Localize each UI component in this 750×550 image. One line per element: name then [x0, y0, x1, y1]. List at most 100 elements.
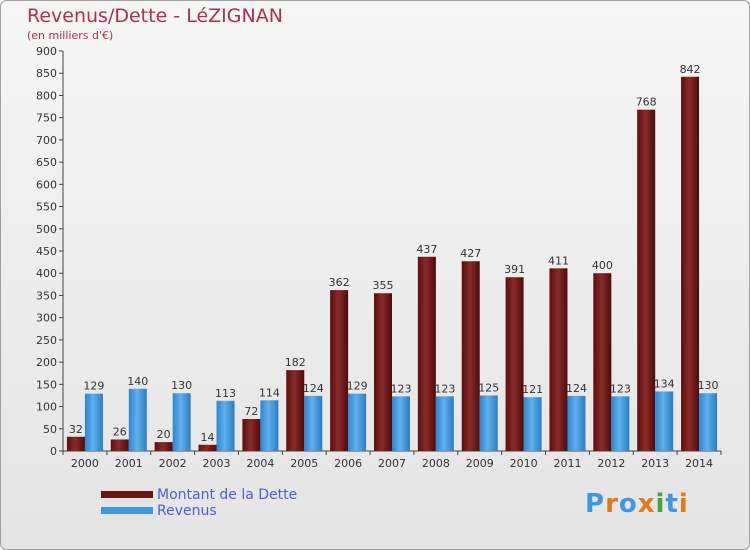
value-label-debt-2009: 427 — [460, 247, 481, 260]
legend-label-revenus: Revenus — [157, 503, 217, 519]
y-tick-label: 50 — [43, 423, 57, 436]
value-label-revenus-2009: 125 — [478, 381, 499, 394]
x-tick-label: 2006 — [334, 457, 362, 470]
y-tick-label: 850 — [36, 67, 57, 80]
legend-swatch-revenus — [101, 507, 153, 514]
logo-letter: r — [605, 489, 619, 519]
value-label-revenus-2001: 140 — [127, 375, 148, 388]
logo-letter: i — [655, 489, 666, 519]
y-tick-label: 550 — [36, 201, 57, 214]
value-labels: 32 26 20 14 72 182 362 355 437 427 391 411 400 768 842… — [69, 63, 719, 444]
y-tick-label: 200 — [36, 356, 57, 369]
value-label-revenus-2002: 130 — [171, 379, 192, 392]
value-label-debt-2000: 32 — [69, 423, 83, 436]
bar-debt-2006 — [330, 290, 349, 451]
y-tick-label: 900 — [36, 45, 57, 58]
x-tick-label: 2009 — [466, 457, 494, 470]
y-tick-label: 250 — [36, 334, 57, 347]
value-label-revenus-2011: 124 — [566, 382, 587, 395]
bar-debt-2004 — [242, 419, 261, 451]
bar-revenus-2005 — [304, 395, 323, 451]
bar-revenus-2006 — [348, 393, 367, 451]
logo-letter: i — [678, 489, 689, 519]
x-tick-label: 2007 — [378, 457, 406, 470]
bar-revenus-2000 — [84, 393, 103, 451]
x-tick-label: 2011 — [553, 457, 581, 470]
legend-swatch-debt — [101, 491, 153, 498]
value-label-debt-2010: 391 — [504, 263, 525, 276]
bar-debt-2014 — [681, 76, 700, 452]
bar-debt-2013 — [637, 109, 656, 452]
y-tick-label: 800 — [36, 89, 57, 102]
x-tick-label: 2001 — [115, 457, 143, 470]
x-tick-label: 2002 — [159, 457, 187, 470]
bar-revenus-2001 — [128, 388, 147, 451]
bar-revenus-2009 — [479, 395, 498, 451]
bar-revenus-2008 — [435, 396, 454, 451]
bar-debt-2003 — [198, 444, 217, 451]
value-label-debt-2002: 20 — [157, 428, 171, 441]
value-label-revenus-2000: 129 — [83, 380, 104, 393]
value-label-debt-2006: 362 — [329, 276, 350, 289]
value-label-debt-2001: 26 — [113, 425, 127, 438]
x-tick-label: 2005 — [290, 457, 318, 470]
y-tick-label: 150 — [36, 378, 57, 391]
y-tick-label: 0 — [50, 445, 57, 458]
legend-label-debt: Montant de la Dette — [157, 487, 298, 503]
logo-letter: t — [665, 489, 679, 519]
bar-debt-2005 — [286, 370, 305, 451]
value-label-debt-2013: 768 — [636, 96, 657, 109]
logo-letter: x — [637, 489, 656, 519]
value-label-revenus-2014: 130 — [698, 379, 719, 392]
value-label-debt-2011: 411 — [548, 254, 569, 267]
x-tick-label: 2014 — [685, 457, 713, 470]
bar-revenus-2011 — [567, 395, 586, 451]
value-label-debt-2012: 400 — [592, 259, 613, 272]
value-label-debt-2014: 842 — [680, 63, 701, 76]
x-tick-label: 2008 — [422, 457, 450, 470]
value-label-revenus-2005: 124 — [303, 382, 324, 395]
bar-revenus-2010 — [523, 397, 542, 451]
y-tick-label: 650 — [36, 156, 57, 169]
bar-debt-2009 — [461, 261, 480, 451]
bars — [66, 76, 718, 452]
y-tick-label: 300 — [36, 312, 57, 325]
y-tick-label: 750 — [36, 112, 57, 125]
y-tick-label: 500 — [36, 223, 57, 236]
value-label-debt-2003: 14 — [201, 431, 215, 444]
bar-debt-2002 — [154, 442, 173, 451]
y-tick-label: 450 — [36, 245, 57, 258]
value-label-revenus-2007: 123 — [391, 382, 412, 395]
bar-revenus-2012 — [611, 396, 630, 451]
value-label-debt-2007: 355 — [373, 279, 394, 292]
x-tick-label: 2004 — [246, 457, 274, 470]
bar-debt-2008 — [417, 256, 436, 451]
y-tick-label: 600 — [36, 178, 57, 191]
bar-revenus-2002 — [172, 393, 191, 451]
bar-revenus-2007 — [392, 396, 410, 451]
value-label-debt-2004: 72 — [244, 405, 258, 418]
value-label-debt-2005: 182 — [285, 356, 306, 369]
x-tick-label: 2013 — [641, 457, 669, 470]
value-label-revenus-2003: 113 — [215, 387, 236, 400]
bar-revenus-2003 — [216, 400, 235, 451]
chart-title: Revenus/Dette - LéZIGNAN — [27, 5, 283, 27]
bar-debt-2007 — [374, 293, 392, 451]
y-tick-label: 700 — [36, 134, 57, 147]
bar-revenus-2014 — [699, 393, 718, 451]
bar-debt-2001 — [110, 439, 129, 451]
y-tick-label: 400 — [36, 267, 57, 280]
bar-revenus-2013 — [655, 391, 674, 451]
value-label-revenus-2006: 129 — [347, 380, 368, 393]
logo-letter: P — [585, 489, 606, 519]
x-tick-label: 2003 — [203, 457, 231, 470]
value-label-debt-2008: 437 — [416, 243, 437, 256]
bar-debt-2010 — [505, 277, 524, 451]
chart-subtitle: (en milliers d'€) — [27, 29, 114, 42]
proxiti-logo: Proxiti — [585, 489, 689, 519]
value-label-revenus-2010: 121 — [522, 383, 543, 396]
bar-debt-2012 — [593, 273, 612, 451]
bar-debt-2011 — [549, 268, 568, 451]
